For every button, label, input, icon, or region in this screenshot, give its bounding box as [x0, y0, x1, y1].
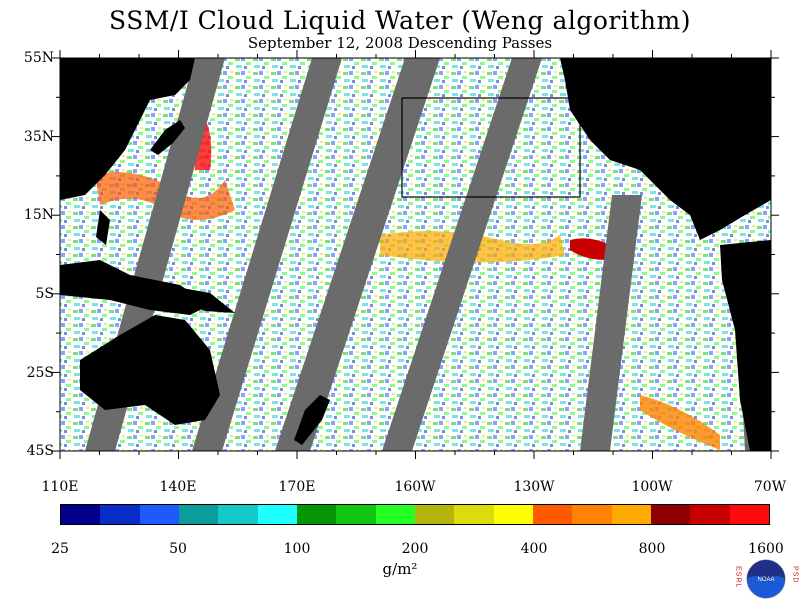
colorbar-segment	[218, 505, 258, 524]
swath-gap	[275, 58, 440, 451]
lon-label: 170E	[278, 479, 316, 495]
colorbar-tick-label: 1600	[748, 541, 784, 557]
logo-right-text: PSD	[792, 566, 799, 583]
lon-label: 70W	[753, 479, 787, 495]
lat-label: 35N	[23, 129, 54, 145]
lon-ticks	[59, 50, 772, 459]
logo-center-text: NOAA	[757, 577, 774, 583]
lat-ticks	[52, 57, 779, 452]
lon-label: 160W	[394, 479, 436, 495]
colorbar-segment	[336, 505, 376, 524]
lon-label: 140E	[159, 479, 197, 495]
noaa-esrl-psd-logo: ESRL PSD NOAA	[735, 559, 799, 599]
colorbar-tick-label: 800	[638, 541, 666, 557]
colorbar-segment	[139, 505, 179, 524]
colorbar-segment	[493, 505, 533, 524]
colorbar-segment	[572, 505, 612, 524]
colorbar-segment	[61, 505, 101, 524]
cloud-band-heavy	[640, 395, 720, 450]
colorbar-segment	[257, 505, 297, 524]
lon-label: 110E	[41, 479, 79, 495]
lat-label: 45S	[26, 443, 54, 459]
land-new-guinea	[165, 285, 235, 313]
colorbar-segment	[375, 505, 415, 524]
units-label: g/m²	[382, 560, 418, 578]
colorbar-segment	[611, 505, 651, 524]
colorbar-segment	[178, 505, 219, 524]
colorbar-segment	[532, 505, 573, 524]
land-gulf-region	[715, 135, 771, 185]
colorbar-segment	[100, 505, 140, 524]
colorbar-segment	[454, 505, 494, 524]
lon-label: 130W	[513, 479, 555, 495]
lon-label: 100W	[631, 479, 673, 495]
lat-label: 5S	[35, 286, 55, 302]
land-indonesia	[60, 260, 210, 315]
lat-label: 55N	[23, 50, 54, 66]
land-japan	[150, 120, 185, 155]
land-philippines	[96, 210, 110, 245]
colorbar-tick-label: 50	[169, 541, 187, 557]
chart-title: SSM/I Cloud Liquid Water (Weng algorithm…	[109, 6, 691, 35]
lat-label: 15N	[23, 207, 54, 223]
land-south-america	[720, 240, 771, 451]
land-asia	[60, 58, 195, 200]
swath-gap	[192, 58, 342, 451]
colorbar-tick-label: 400	[520, 541, 548, 557]
colorbar-segment	[414, 505, 455, 524]
logo-left-text: ESRL	[735, 566, 742, 588]
land-new-zealand	[294, 395, 330, 445]
analysis-box	[401, 97, 581, 198]
lat-label: 25S	[26, 365, 54, 381]
colorbar-tick-label: 100	[283, 541, 311, 557]
colorbar-segment	[296, 505, 337, 524]
land-north-america	[560, 58, 771, 240]
land-australia	[80, 315, 220, 425]
colorbar-segment	[729, 505, 769, 524]
cloud-band-heavy	[570, 238, 610, 260]
colorbar	[60, 504, 770, 525]
swath-gap	[382, 58, 542, 451]
colorbar-segment	[650, 505, 691, 524]
swath-gap	[580, 195, 642, 451]
chart-subtitle: September 12, 2008 Descending Passes	[247, 34, 553, 52]
colorbar-tick-label: 25	[51, 541, 69, 557]
colorbar-tick-label: 200	[401, 541, 429, 557]
colorbar-segment	[690, 505, 730, 524]
